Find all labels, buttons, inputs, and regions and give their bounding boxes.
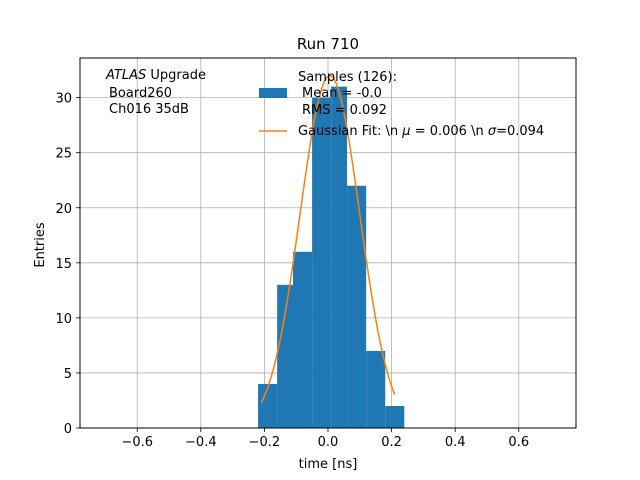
x-tick-label: 0.0: [318, 435, 339, 450]
annotation-atlas: ATLAS: [105, 68, 146, 83]
x-tick-label: −0.4: [185, 435, 217, 450]
legend-fit-mu: μ: [401, 124, 410, 139]
legend-fit-prefix: Gaussian Fit: \n: [298, 124, 402, 139]
x-tick-label: 0.6: [508, 435, 529, 450]
legend: Samples (126): Mean = -0.0 RMS = 0.092 G…: [259, 70, 544, 139]
histogram-bar: [366, 350, 386, 428]
histogram-bar: [312, 97, 332, 429]
annotation-line-3: Ch016 35dB: [109, 102, 189, 117]
histogram-bar: [347, 185, 367, 428]
x-tick-label: −0.2: [249, 435, 281, 450]
legend-fit-mid: = 0.006 \n: [411, 124, 488, 139]
y-tick-label: 15: [55, 257, 72, 272]
legend-histogram-line-1: Samples (126):: [298, 70, 397, 85]
y-tick-label: 5: [64, 367, 72, 382]
legend-histogram-line-3: RMS = 0.092: [302, 103, 387, 118]
histogram-bars: [258, 86, 405, 429]
histogram-bar: [385, 405, 405, 428]
legend-fit-sigma: σ: [488, 124, 497, 139]
experiment-annotation: ATLAS Upgrade Board260 Ch016 35dB: [105, 68, 206, 117]
x-axis-label: time [ns]: [299, 457, 358, 472]
x-axis-ticks: −0.6 −0.4 −0.2 0.0 0.2 0.4 0.6: [121, 428, 529, 450]
y-tick-label: 0: [64, 422, 72, 437]
legend-fit-suffix: =0.094: [496, 124, 544, 139]
histogram-bar: [293, 251, 313, 428]
x-tick-label: −0.6: [121, 435, 153, 450]
legend-fit-label: Gaussian Fit: \n μ = 0.006 \n σ=0.094: [298, 124, 544, 139]
y-axis-ticks: 0 5 10 15 20 25 30: [55, 92, 80, 437]
chart-title: Run 710: [297, 35, 359, 53]
annotation-upgrade: Upgrade: [146, 68, 206, 83]
gaussian-fit: [260, 74, 396, 404]
histogram-bar: [277, 284, 294, 428]
annotation-line-1: ATLAS Upgrade: [105, 68, 206, 83]
legend-histogram-patch: [259, 88, 287, 98]
histogram-bar: [258, 383, 278, 428]
y-tick-label: 20: [55, 202, 72, 217]
annotation-line-2: Board260: [109, 86, 172, 101]
y-tick-label: 30: [55, 92, 72, 107]
y-tick-label: 25: [55, 147, 72, 162]
x-tick-label: 0.2: [381, 435, 402, 450]
histogram-bar: [331, 86, 348, 428]
legend-histogram-line-2: Mean = -0.0: [302, 86, 382, 101]
y-axis-label: Entries: [33, 222, 48, 268]
gaussian-fit-curve: [260, 74, 396, 404]
y-tick-label: 10: [55, 312, 72, 327]
x-tick-label: 0.4: [445, 435, 466, 450]
